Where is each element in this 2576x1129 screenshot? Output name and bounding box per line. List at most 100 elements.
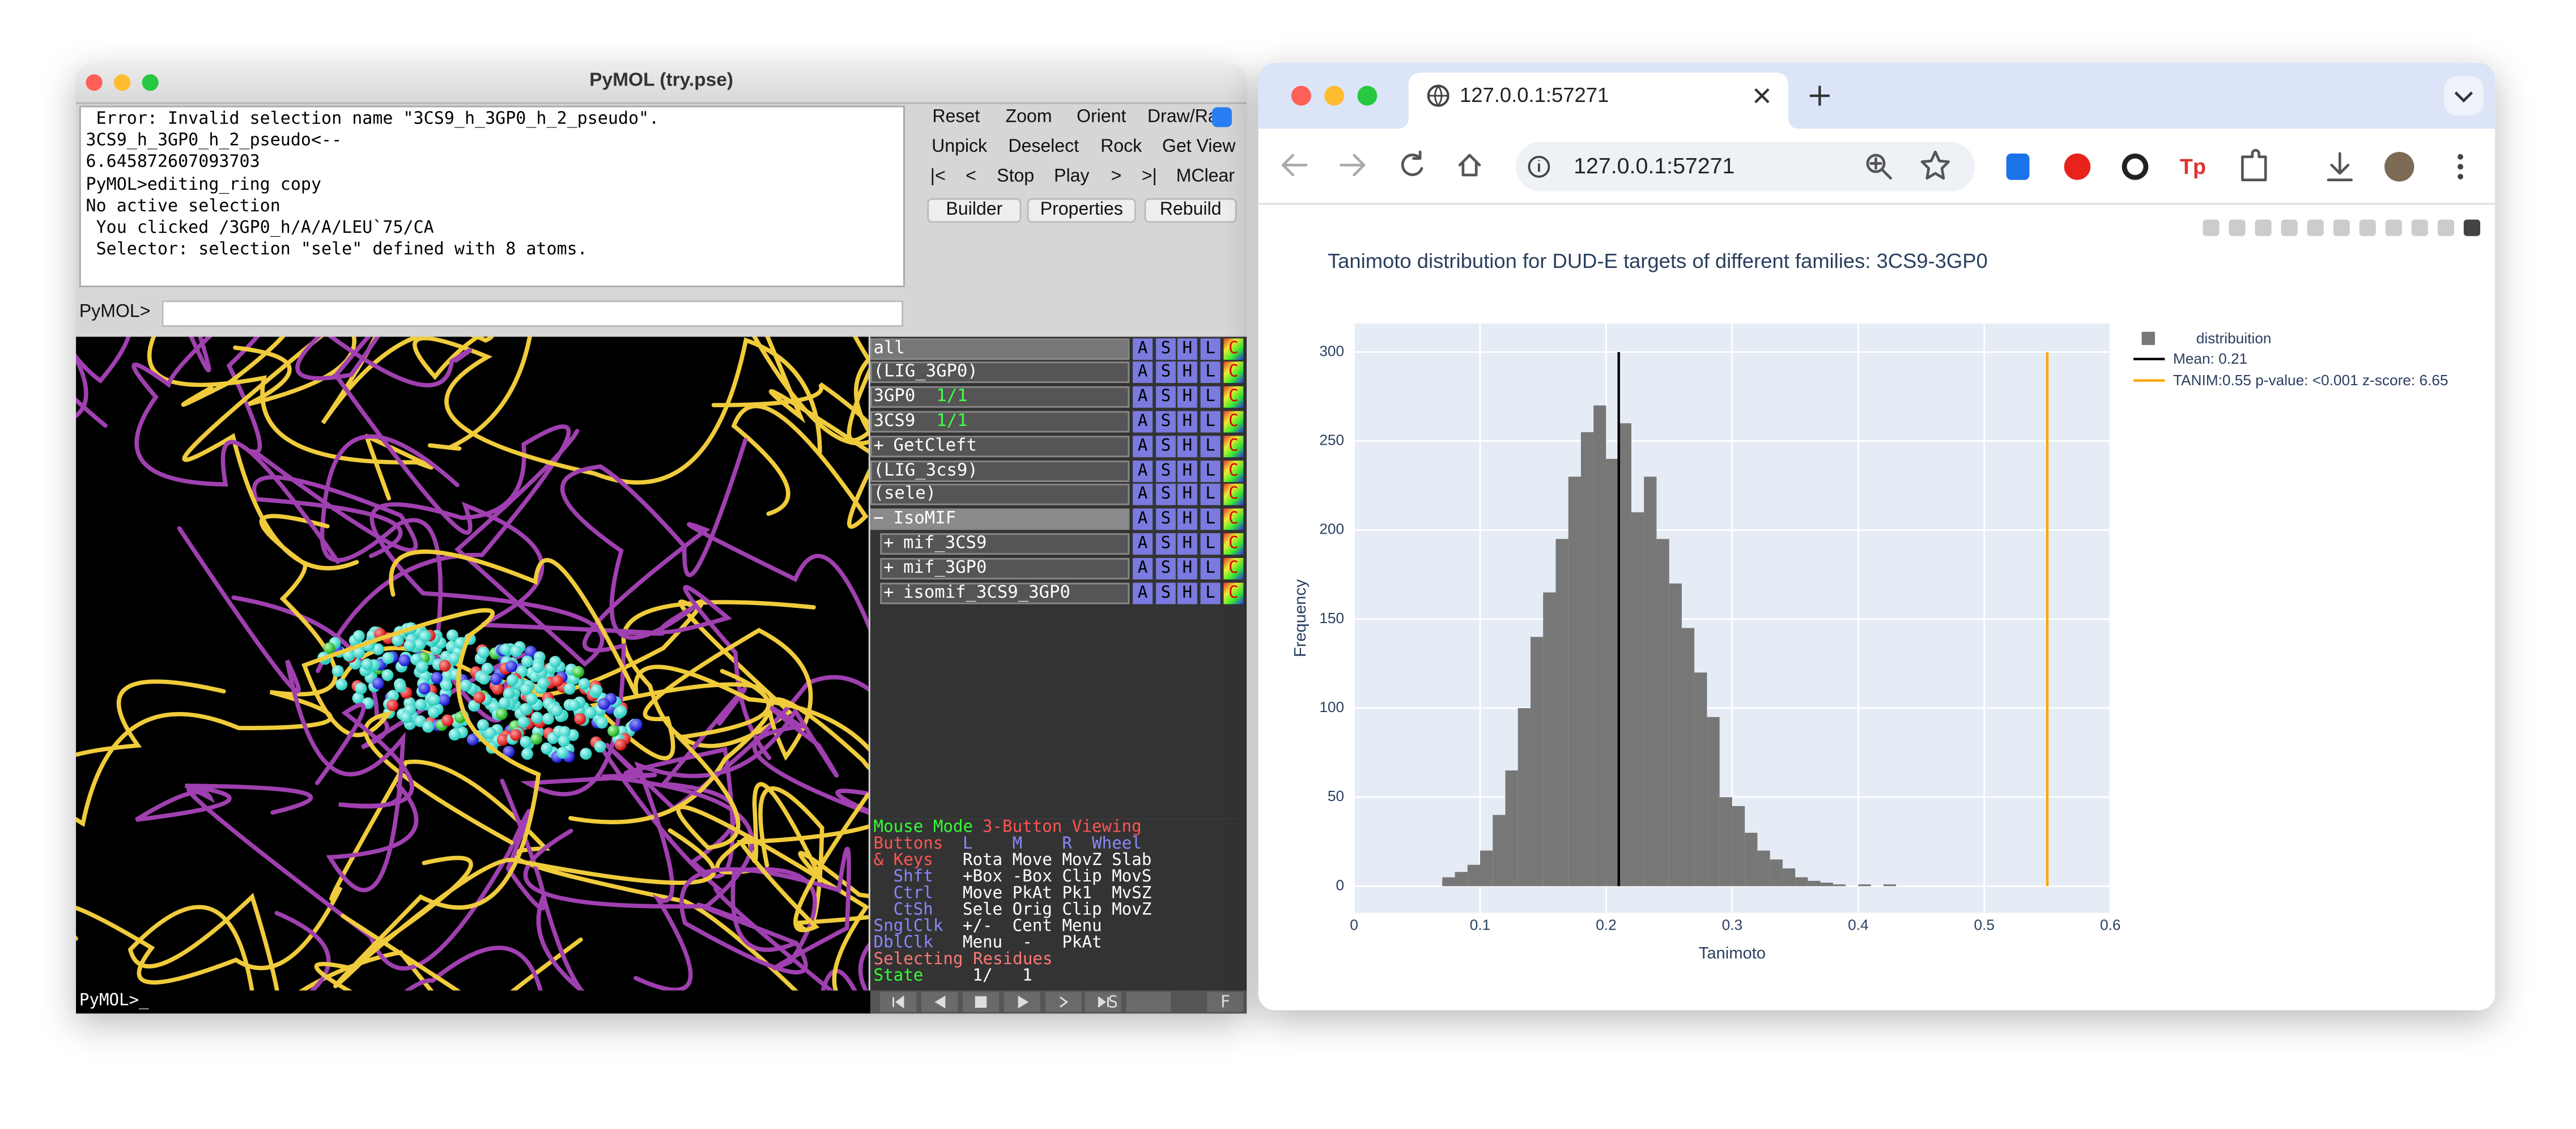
object-row[interactable]: (sele) A S H L C (870, 484, 1247, 508)
object-action-button[interactable]: A (1133, 411, 1153, 433)
object-action-button[interactable]: A (1133, 362, 1153, 384)
pymol-button[interactable]: Reset (932, 107, 980, 127)
pymol-button[interactable]: Deselect (1008, 137, 1079, 157)
legend-label[interactable]: distribuition (2196, 330, 2272, 347)
pymol-button[interactable]: Orient (1077, 107, 1127, 127)
tab[interactable] (1397, 73, 1800, 129)
object-name-cell[interactable] (880, 582, 1130, 604)
pymol-button[interactable]: MClear (1176, 167, 1235, 187)
object-action-button[interactable]: L (1200, 582, 1221, 604)
reload-button[interactable] (1401, 150, 1423, 176)
object-name-cell[interactable] (870, 386, 1130, 408)
modebar-button[interactable] (2255, 219, 2272, 236)
zoom-button[interactable] (1866, 154, 1892, 180)
pymol-button[interactable]: Zoom (1005, 107, 1052, 127)
object-action-button[interactable]: S (1155, 532, 1176, 555)
window-control[interactable] (114, 74, 131, 91)
bookmark-star[interactable] (1920, 150, 1950, 180)
tab-close[interactable] (1754, 88, 1770, 104)
object-action-button[interactable]: C (1223, 386, 1244, 408)
modebar-button[interactable] (2229, 219, 2246, 236)
object-row[interactable]: + GetCleft A S H L C (870, 435, 1247, 458)
object-action-button[interactable]: H (1177, 337, 1197, 359)
playback-button[interactable] (1207, 992, 1244, 1012)
object-action-button[interactable]: L (1200, 435, 1221, 457)
modebar-button[interactable] (2203, 219, 2220, 236)
profile-avatar[interactable] (2384, 152, 2415, 182)
object-action-button[interactable]: C (1223, 459, 1244, 482)
expander[interactable]: + (883, 582, 894, 602)
pymol-button[interactable]: >| (1141, 167, 1157, 187)
pymol-button[interactable]: > (1111, 167, 1122, 187)
window-control[interactable] (142, 74, 159, 91)
home-button[interactable] (1458, 154, 1481, 177)
object-name-cell[interactable] (880, 532, 1130, 555)
legend-label[interactable]: Mean: 0.21 (2173, 350, 2247, 367)
tab-search[interactable] (2443, 76, 2484, 116)
object-action-button[interactable]: C (1223, 435, 1244, 457)
object-action-button[interactable]: S (1155, 484, 1176, 506)
pymol-button[interactable]: Builder (927, 198, 1022, 223)
pymol-button[interactable]: Stop (997, 167, 1035, 187)
object-action-button[interactable]: L (1200, 557, 1221, 579)
object-name-cell[interactable] (870, 411, 1130, 433)
object-action-button[interactable]: H (1177, 582, 1197, 604)
downloads-button[interactable] (2327, 152, 2353, 181)
object-action-button[interactable]: A (1133, 557, 1153, 579)
pymol-button[interactable]: Play (1054, 167, 1090, 187)
object-action-button[interactable]: H (1177, 411, 1197, 433)
object-row[interactable]: + isomif_3CS9_3GP0 A S H L C (870, 582, 1247, 605)
object-action-button[interactable]: L (1200, 484, 1221, 506)
object-action-button[interactable]: A (1133, 459, 1153, 482)
object-name-cell[interactable] (870, 337, 1130, 359)
object-action-button[interactable]: S (1155, 459, 1176, 482)
pymol-button[interactable]: Rebuild (1144, 198, 1237, 223)
forward-button[interactable] (1339, 154, 1366, 177)
object-action-button[interactable]: C (1223, 362, 1244, 384)
object-action-button[interactable]: L (1200, 459, 1221, 482)
object-action-button[interactable]: H (1177, 386, 1197, 408)
window-control[interactable] (1291, 86, 1311, 106)
playback-button[interactable] (1126, 992, 1163, 1012)
menu-dot[interactable] (2458, 164, 2463, 170)
extension[interactable] (2006, 154, 2030, 180)
expander[interactable]: + (873, 435, 884, 455)
pymol-button[interactable]: Get View (1162, 137, 1236, 157)
modebar-button[interactable] (2385, 219, 2402, 236)
object-row[interactable]: all A S H L C (870, 337, 1247, 361)
extensions-button[interactable] (2241, 148, 2267, 181)
pymol-button[interactable]: |< (930, 167, 946, 187)
object-name-cell[interactable] (880, 557, 1130, 579)
object-action-button[interactable]: S (1155, 362, 1176, 384)
object-row[interactable]: 3CS9 1/1 A S H L C (870, 411, 1247, 434)
extension-label[interactable]: Tp (2180, 155, 2206, 179)
object-action-button[interactable]: C (1223, 582, 1244, 604)
modebar-button[interactable] (2359, 219, 2376, 236)
object-row[interactable]: + mif_3GP0 A S H L C (870, 557, 1247, 581)
object-row[interactable]: + mif_3CS9 A S H L C (870, 532, 1247, 556)
pymol-button[interactable]: < (966, 167, 976, 187)
object-action-button[interactable]: L (1200, 411, 1221, 433)
object-action-button[interactable]: C (1223, 508, 1244, 530)
object-action-button[interactable]: L (1200, 386, 1221, 408)
object-action-button[interactable]: A (1133, 508, 1153, 530)
object-action-button[interactable]: H (1177, 459, 1197, 482)
object-row[interactable]: 3GP0 1/1 A S H L C (870, 386, 1247, 410)
modebar-button[interactable] (2463, 219, 2480, 236)
site-info[interactable] (1528, 155, 1550, 178)
expander[interactable]: + (883, 532, 894, 553)
object-action-button[interactable]: L (1200, 532, 1221, 555)
object-name-cell[interactable] (870, 459, 1130, 482)
modebar-button[interactable] (2437, 219, 2454, 236)
playback-button[interactable] (1045, 992, 1082, 1012)
window-control[interactable] (1357, 86, 1378, 106)
legend-label[interactable]: TANIM:0.55 p-value: <0.001 z-score: 6.65 (2173, 372, 2449, 389)
object-action-button[interactable]: L (1200, 337, 1221, 359)
object-action-button[interactable]: A (1133, 532, 1153, 555)
object-action-button[interactable]: C (1223, 532, 1244, 555)
object-name-cell[interactable] (870, 484, 1130, 506)
modebar-button[interactable] (2333, 219, 2350, 236)
object-action-button[interactable]: C (1223, 337, 1244, 359)
object-row[interactable]: − IsoMIF A S H L C (870, 508, 1247, 532)
object-name-cell[interactable] (870, 508, 1130, 530)
